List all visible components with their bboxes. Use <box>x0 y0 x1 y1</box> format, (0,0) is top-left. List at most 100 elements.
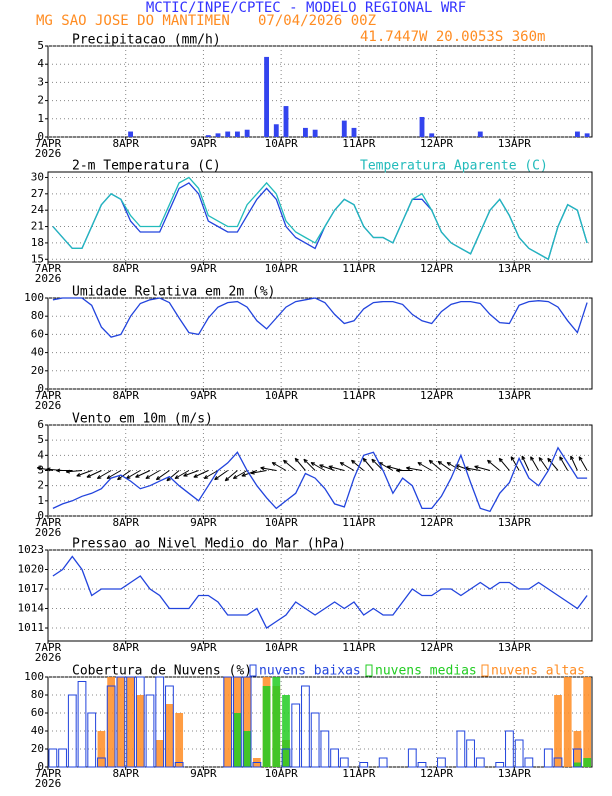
x-tick-label: 11APR <box>342 137 375 150</box>
x-tick-label: 10APR <box>265 389 298 402</box>
x-tick-label: 8APR <box>112 137 139 150</box>
wind-arrow <box>547 457 559 471</box>
x-tick-label: 9APR <box>190 389 217 402</box>
x-tick-label: 12APR <box>420 262 453 275</box>
x-tick-label: 13APR <box>498 516 531 529</box>
cloud-bar <box>282 695 290 767</box>
cloud-bar <box>155 676 165 768</box>
y-tick-label: 24 <box>31 203 45 216</box>
x-year: 2026 <box>35 526 62 539</box>
cloud-bar <box>553 757 563 768</box>
x-tick-label: 12APR <box>420 137 453 150</box>
x-year: 2026 <box>35 651 62 664</box>
bar <box>351 127 357 137</box>
cloud-bar <box>320 730 330 768</box>
cloud-bar <box>174 762 184 768</box>
y-tick-label: 3 <box>37 75 44 88</box>
legend-label: nuvens baixas <box>259 664 361 679</box>
cloud-bar <box>165 704 174 767</box>
y-tick-label: 5 <box>37 39 44 52</box>
y-tick-label: 80 <box>31 688 44 701</box>
cloud-bar <box>165 685 174 768</box>
bar <box>235 131 240 137</box>
panel-title: Umidade Relativa em 2m (%) <box>72 285 276 300</box>
wind-arrow <box>405 466 423 471</box>
cloud-bar <box>583 677 592 767</box>
wind-arrow <box>437 460 452 471</box>
cloud-bar <box>466 739 475 768</box>
legend-label: nuvens altas <box>491 664 585 679</box>
wind-arrow <box>446 462 462 471</box>
x-tick-label: 8APR <box>112 767 139 780</box>
cloud-bar <box>475 757 485 768</box>
x-tick-label: 12APR <box>420 389 453 402</box>
y-tick-label: 2 <box>37 479 44 492</box>
cloud-bar <box>116 676 126 768</box>
x-year: 2026 <box>35 272 62 285</box>
cloud-bar <box>243 731 252 767</box>
cloud-bar <box>126 676 135 768</box>
y-tick-label: 100 <box>24 670 44 683</box>
cloud-bar <box>437 757 446 768</box>
bar <box>273 124 279 137</box>
cloud-bar <box>58 748 67 768</box>
wind-arrow <box>294 457 306 471</box>
x-tick-label: 12APR <box>420 641 453 654</box>
page-title: MCTIC/INPE/CPTEC - MODELO REGIONAL WRF <box>146 0 466 16</box>
x-tick-label: 8APR <box>112 389 139 402</box>
wind-arrow <box>86 470 102 478</box>
cloud-bar <box>573 748 582 768</box>
x-tick-label: 13APR <box>498 389 531 402</box>
cloud-bar <box>407 748 417 768</box>
wind-arrow <box>76 470 92 477</box>
y-tick-label: 80 <box>31 309 44 322</box>
y-tick-label: 20 <box>31 364 44 377</box>
wind-arrow <box>260 466 277 471</box>
y-tick-label: 1020 <box>18 563 45 576</box>
x-tick-label: 11APR <box>342 389 375 402</box>
bar <box>303 127 308 137</box>
wind-arrow <box>396 468 413 473</box>
cloud-bar <box>242 676 252 768</box>
x-tick-label: 7APR <box>35 641 62 654</box>
wind-arrow <box>530 456 540 471</box>
cloud-bar <box>233 713 242 767</box>
cloud-bar <box>524 757 534 768</box>
y-tick-label: 3 <box>37 464 44 477</box>
y-tick-label: 60 <box>31 327 44 340</box>
cloud-bar <box>77 681 87 768</box>
y-tick-label: 1011 <box>18 621 45 634</box>
cloud-bar <box>87 712 97 768</box>
legend-label: nuvens medias <box>375 664 477 679</box>
bar <box>283 106 289 137</box>
y-tick-label: 1 <box>37 112 44 125</box>
y-tick-label: 1 <box>37 494 44 507</box>
wind-arrow <box>166 470 180 482</box>
bar <box>312 129 318 137</box>
bar <box>225 131 231 137</box>
wind-arrow <box>224 470 238 482</box>
wind-arrow <box>498 457 510 471</box>
x-tick-label: 7APR <box>35 516 62 529</box>
wind-arrow <box>578 456 588 471</box>
wind-arrow <box>428 459 442 471</box>
y-tick-label: 60 <box>31 706 44 719</box>
x-tick-label: 11APR <box>342 262 375 275</box>
wind-arrow <box>183 470 199 477</box>
x-year: 2026 <box>35 399 62 412</box>
cloud-bar <box>514 739 524 768</box>
cloud-bar <box>175 713 184 767</box>
wind-arrow <box>521 455 530 471</box>
y-tick-label: 100 <box>24 291 44 304</box>
x-tick-label: 8APR <box>112 516 139 529</box>
wind-arrow <box>538 456 549 471</box>
bar <box>477 131 483 137</box>
cloud-bar <box>106 685 116 768</box>
cloud-bar <box>291 703 301 768</box>
cloud-bar <box>116 677 125 767</box>
x-tick-label: 11APR <box>342 767 375 780</box>
series-line <box>52 297 588 338</box>
cloud-bar <box>135 676 145 768</box>
cloud-bar <box>97 731 106 767</box>
